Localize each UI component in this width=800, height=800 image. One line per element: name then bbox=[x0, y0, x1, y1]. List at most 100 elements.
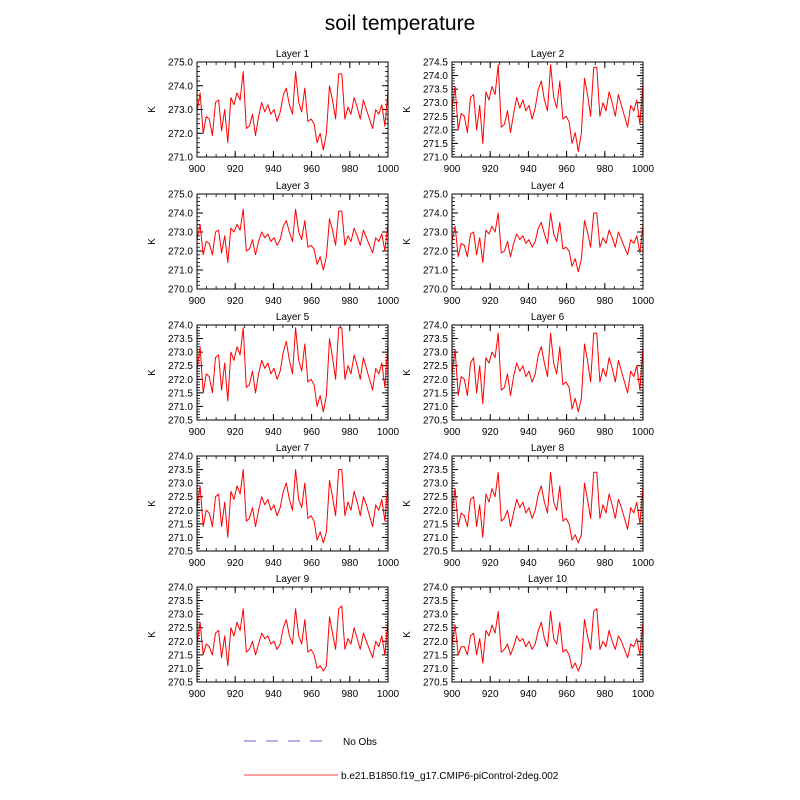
y-tick-label: 273.0 bbox=[168, 479, 193, 490]
x-tick-label: 900 bbox=[189, 296, 206, 307]
y-tick-label: 272.5 bbox=[168, 361, 193, 372]
x-tick-label: 900 bbox=[189, 558, 206, 569]
panel-title: Layer 4 bbox=[531, 181, 565, 192]
y-tick-label: 274.0 bbox=[423, 209, 448, 220]
series-line bbox=[451, 212, 644, 273]
y-tick-label: 272.0 bbox=[423, 375, 448, 386]
x-tick-label: 980 bbox=[341, 689, 358, 700]
y-tick-label: 272.0 bbox=[168, 129, 193, 140]
y-tick-label: 275.0 bbox=[168, 58, 193, 69]
y-tick-label: 271.0 bbox=[168, 664, 193, 675]
y-tick-label: 271.0 bbox=[423, 664, 448, 675]
plot-frame bbox=[451, 61, 644, 158]
x-tick-label: 1000 bbox=[632, 427, 655, 438]
series-line bbox=[451, 471, 644, 544]
x-tick-label: 980 bbox=[341, 427, 358, 438]
series-line bbox=[196, 208, 389, 271]
y-tick-label: 273.0 bbox=[423, 98, 448, 109]
panels: Layer 1 K 900 920 940 960 980 1000 271.0 272.0 273… bbox=[147, 49, 655, 700]
x-tick-label: 920 bbox=[227, 689, 244, 700]
x-tick-label: 920 bbox=[482, 689, 499, 700]
legend-no-obs-label: No Obs bbox=[343, 737, 377, 748]
x-tick-label: 900 bbox=[444, 689, 461, 700]
panel-title: Layer 5 bbox=[276, 312, 310, 323]
x-tick-label: 920 bbox=[227, 164, 244, 175]
y-axis-label: K bbox=[147, 369, 158, 376]
y-tick-label: 274.0 bbox=[423, 583, 448, 594]
plot-frame bbox=[451, 586, 644, 683]
y-tick-label: 272.0 bbox=[423, 637, 448, 648]
x-tick-label: 980 bbox=[341, 296, 358, 307]
x-tick-label: 920 bbox=[227, 558, 244, 569]
series-line bbox=[451, 332, 644, 413]
y-tick-label: 274.0 bbox=[168, 81, 193, 92]
y-tick-label: 273.0 bbox=[168, 105, 193, 116]
x-tick-label: 940 bbox=[520, 689, 537, 700]
plot-frame bbox=[451, 193, 644, 290]
series-line bbox=[196, 469, 389, 544]
y-tick-label: 273.5 bbox=[168, 465, 193, 476]
x-tick-label: 920 bbox=[482, 558, 499, 569]
plot-frame bbox=[451, 455, 644, 552]
panel-title: Layer 7 bbox=[276, 443, 310, 454]
series-line bbox=[196, 71, 389, 151]
y-tick-label: 271.5 bbox=[423, 519, 448, 530]
y-axis-label: K bbox=[147, 631, 158, 638]
y-tick-label: 271.0 bbox=[423, 266, 448, 277]
panel-title: Layer 3 bbox=[276, 181, 310, 192]
x-tick-label: 960 bbox=[558, 296, 575, 307]
plot-frame bbox=[451, 324, 644, 421]
y-tick-label: 271.0 bbox=[423, 533, 448, 544]
x-tick-label: 980 bbox=[596, 296, 613, 307]
panel-layer-5: Layer 5 K 900 920 940 960 980 1000 270.5 271.0 271… bbox=[147, 312, 400, 438]
panel-layer-8: Layer 8 K 900 920 940 960 980 1000 270.5 271.0 271… bbox=[402, 443, 655, 569]
plot-frame bbox=[196, 324, 389, 421]
y-tick-label: 271.0 bbox=[423, 402, 448, 413]
panel-title: Layer 9 bbox=[276, 574, 310, 585]
x-tick-label: 980 bbox=[341, 558, 358, 569]
series-line bbox=[196, 605, 389, 672]
y-tick-label: 275.0 bbox=[168, 190, 193, 201]
y-tick-label: 271.5 bbox=[423, 650, 448, 661]
y-tick-label: 271.0 bbox=[168, 533, 193, 544]
series-line bbox=[451, 64, 644, 153]
y-tick-label: 272.0 bbox=[168, 506, 193, 517]
panel-layer-1: Layer 1 K 900 920 940 960 980 1000 271.0 272.0 273… bbox=[147, 49, 400, 175]
y-tick-label: 275.0 bbox=[423, 190, 448, 201]
x-tick-label: 940 bbox=[520, 164, 537, 175]
y-axis-label: K bbox=[147, 500, 158, 507]
panel-layer-10: Layer 10 K 900 920 940 960 980 1000 270.5 271.0 27… bbox=[402, 574, 655, 700]
y-tick-label: 273.0 bbox=[168, 348, 193, 359]
y-tick-label: 274.0 bbox=[168, 583, 193, 594]
y-tick-label: 274.0 bbox=[168, 452, 193, 463]
plot-frame bbox=[196, 586, 389, 683]
x-tick-label: 900 bbox=[189, 689, 206, 700]
x-tick-label: 980 bbox=[596, 427, 613, 438]
y-tick-label: 273.5 bbox=[168, 334, 193, 345]
x-tick-label: 960 bbox=[303, 164, 320, 175]
y-axis-label: K bbox=[147, 238, 158, 245]
y-axis-label: K bbox=[402, 106, 413, 113]
x-tick-label: 1000 bbox=[377, 296, 400, 307]
y-tick-label: 273.0 bbox=[423, 348, 448, 359]
y-tick-label: 271.0 bbox=[168, 402, 193, 413]
y-tick-label: 273.5 bbox=[423, 85, 448, 96]
x-tick-label: 980 bbox=[596, 558, 613, 569]
y-tick-label: 274.5 bbox=[423, 58, 448, 69]
x-tick-label: 1000 bbox=[377, 427, 400, 438]
plot-frame bbox=[196, 193, 389, 290]
panel-title: Layer 8 bbox=[531, 443, 565, 454]
y-tick-label: 273.0 bbox=[423, 479, 448, 490]
x-tick-label: 1000 bbox=[632, 689, 655, 700]
y-tick-label: 271.0 bbox=[168, 153, 193, 164]
panel-title: Layer 2 bbox=[531, 49, 565, 60]
y-tick-label: 272.0 bbox=[168, 247, 193, 258]
y-tick-label: 273.5 bbox=[423, 596, 448, 607]
y-tick-label: 273.5 bbox=[168, 596, 193, 607]
y-tick-label: 273.0 bbox=[423, 610, 448, 621]
x-tick-label: 960 bbox=[303, 427, 320, 438]
panel-layer-4: Layer 4 K 900 920 940 960 980 1000 270.0 271.0 272… bbox=[402, 181, 655, 307]
y-tick-label: 270.5 bbox=[168, 678, 193, 689]
y-tick-label: 272.0 bbox=[168, 375, 193, 386]
